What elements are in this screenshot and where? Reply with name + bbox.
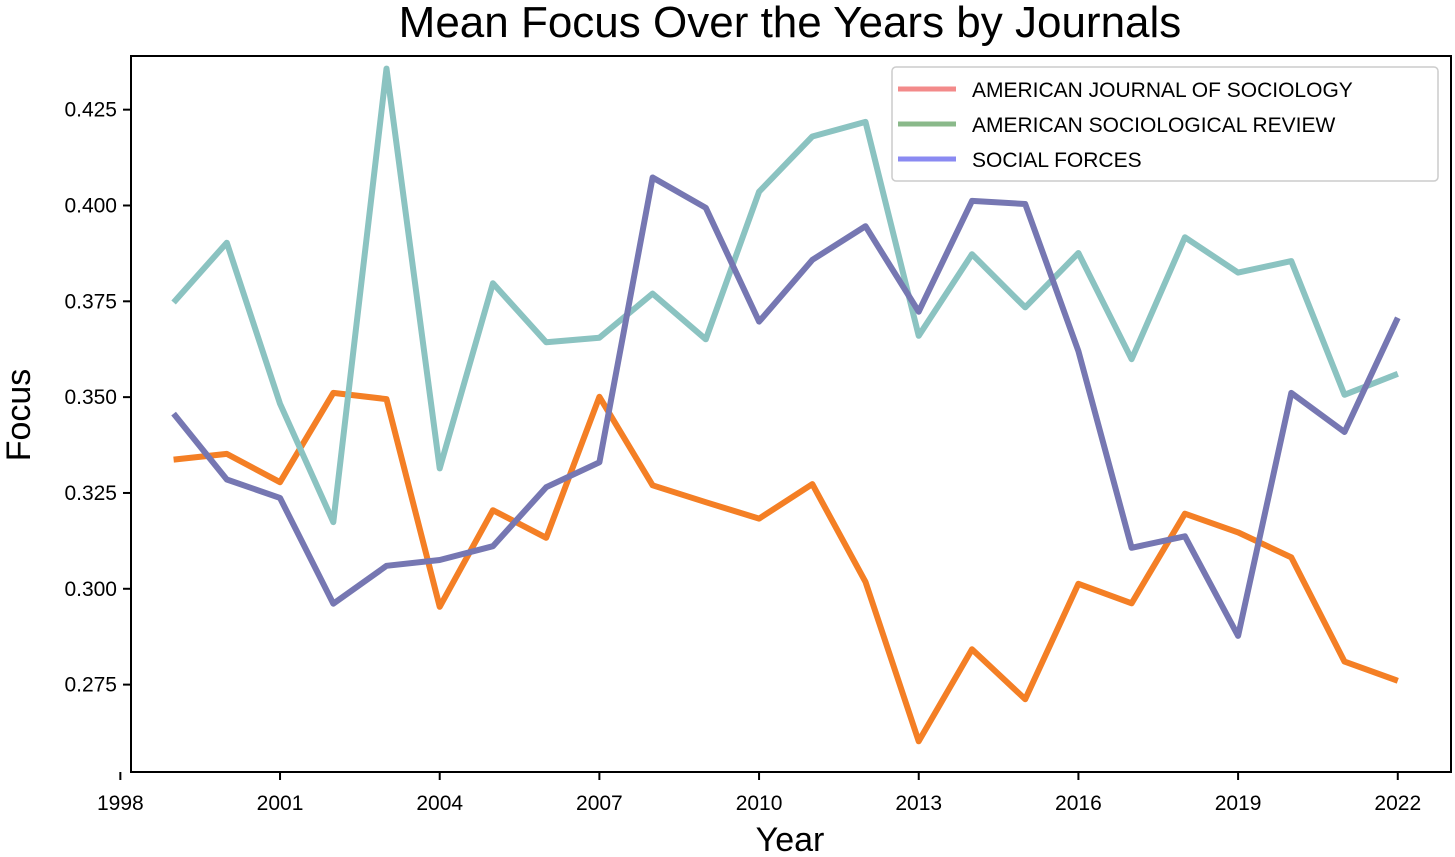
y-tick-label: 0.400 [64, 194, 117, 217]
chart-title: Mean Focus Over the Years by Journals [399, 0, 1182, 47]
legend-label-1: AMERICAN SOCIOLOGICAL REVIEW [972, 114, 1335, 137]
y-axis-label: Focus [0, 369, 38, 462]
x-tick-label: 2010 [736, 792, 783, 815]
legend: AMERICAN JOURNAL OF SOCIOLOGY AMERICAN SO… [891, 66, 1439, 182]
series-line-0 [173, 389, 1399, 745]
y-axis: 0.275 0.300 0.325 0.350 0.375 0.400 0.425 [64, 99, 131, 697]
x-tick-label: 1998 [97, 792, 144, 815]
series-line-2 [171, 174, 1401, 639]
x-tick-label: 2001 [257, 792, 304, 815]
y-tick-label: 0.275 [64, 674, 117, 697]
x-tick-label: 2013 [895, 792, 942, 815]
y-tick-label: 0.350 [64, 386, 117, 409]
x-tick-label: 2022 [1374, 792, 1421, 815]
x-axis-label: Year [756, 821, 825, 857]
x-tick-label: 2019 [1215, 792, 1262, 815]
legend-label-2: SOCIAL FORCES [972, 149, 1142, 172]
legend-box [891, 66, 1439, 182]
legend-label-0: AMERICAN JOURNAL OF SOCIOLOGY [972, 79, 1353, 102]
x-tick-label: 2004 [416, 792, 463, 815]
series-line-1 [171, 65, 1399, 526]
plot-lines [171, 65, 1401, 745]
y-tick-label: 0.300 [64, 578, 117, 601]
x-axis: 1998 2001 2004 2007 2010 2013 2016 2019 2022 [97, 772, 1421, 815]
plot-area-frame [130, 55, 1452, 773]
y-tick-label: 0.325 [64, 482, 117, 505]
y-tick-label: 0.425 [64, 99, 117, 122]
x-tick-label: 2016 [1055, 792, 1102, 815]
x-tick-label: 2007 [576, 792, 623, 815]
y-tick-label: 0.375 [64, 290, 117, 313]
